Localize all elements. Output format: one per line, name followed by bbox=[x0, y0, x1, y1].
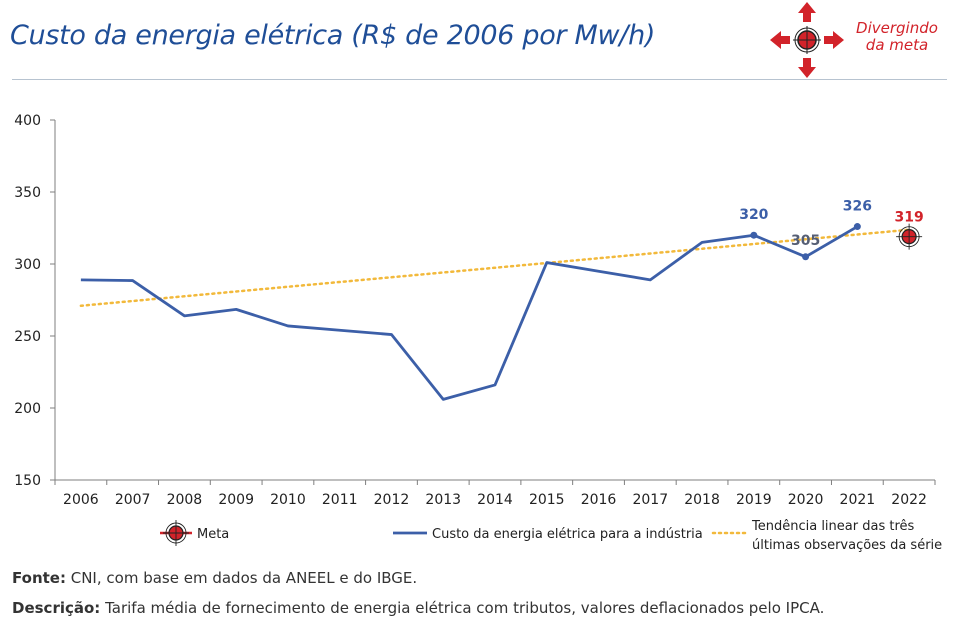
x-tick-label: 2010 bbox=[270, 492, 306, 508]
x-tick-label: 2011 bbox=[322, 492, 358, 508]
legend-series-label: Custo da energia elétrica para a indústr… bbox=[432, 527, 703, 542]
x-tick-label: 2016 bbox=[581, 492, 617, 508]
x-tick-label: 2007 bbox=[115, 492, 151, 508]
x-tick-label: 2014 bbox=[477, 492, 513, 508]
legend-meta-label: Meta bbox=[197, 527, 229, 542]
data-label: 326 bbox=[843, 199, 872, 215]
legend-trend-label-line1: Tendência linear das três bbox=[751, 519, 914, 534]
badge-label: Divergindo da meta bbox=[852, 20, 942, 54]
header-divider bbox=[12, 79, 947, 80]
badge-line1: Divergindo bbox=[856, 19, 938, 37]
x-tick-label: 2020 bbox=[788, 492, 824, 508]
x-tick-label: 2018 bbox=[684, 492, 720, 508]
description-note: Descrição: Tarifa média de fornecimento … bbox=[12, 599, 824, 617]
y-tick-label: 150 bbox=[14, 473, 41, 489]
x-tick-label: 2008 bbox=[167, 492, 203, 508]
y-tick-label: 250 bbox=[14, 329, 41, 345]
line-chart: 150 200 250 300 350 400 2006 2007 2008 2009 2010 20… bbox=[14, 113, 942, 553]
source-text: CNI, com base em dados da ANEEL e do IBG… bbox=[65, 569, 418, 587]
data-point bbox=[802, 253, 810, 261]
x-tick-label: 2012 bbox=[374, 492, 410, 508]
source-label: Fonte: bbox=[12, 569, 66, 587]
source-note: Fonte: CNI, com base em dados da ANEEL e… bbox=[12, 569, 417, 587]
diverging-arrows-target-icon bbox=[770, 2, 844, 78]
series-line bbox=[80, 225, 859, 401]
description-label: Descrição: bbox=[12, 599, 101, 617]
trend-line bbox=[79, 228, 911, 308]
y-tick-label: 200 bbox=[14, 401, 41, 417]
data-label: 320 bbox=[739, 207, 768, 223]
x-tick-label: 2009 bbox=[218, 492, 254, 508]
x-tick-label: 2017 bbox=[632, 492, 668, 508]
x-tick-label: 2006 bbox=[63, 492, 99, 508]
x-tick-label: 2019 bbox=[736, 492, 772, 508]
data-point bbox=[750, 231, 758, 239]
x-tick-label: 2013 bbox=[425, 492, 461, 508]
y-tick-label: 400 bbox=[14, 113, 41, 129]
x-tick-label: 2022 bbox=[891, 492, 927, 508]
meta-label: 319 bbox=[895, 210, 924, 226]
legend-trend-label-line2: últimas observações da série bbox=[752, 538, 942, 553]
data-label: 305 bbox=[791, 233, 820, 249]
x-tick-label: 2021 bbox=[840, 492, 876, 508]
page-title: Custo da energia elétrica (R$ de 2006 po… bbox=[10, 20, 656, 51]
y-tick-label: 300 bbox=[14, 257, 41, 273]
description-text: Tarifa média de fornecimento de energia … bbox=[100, 599, 825, 617]
data-point bbox=[853, 223, 861, 231]
x-tick-label: 2015 bbox=[529, 492, 565, 508]
y-tick-label: 350 bbox=[14, 185, 41, 201]
badge-line2: da meta bbox=[865, 36, 929, 54]
